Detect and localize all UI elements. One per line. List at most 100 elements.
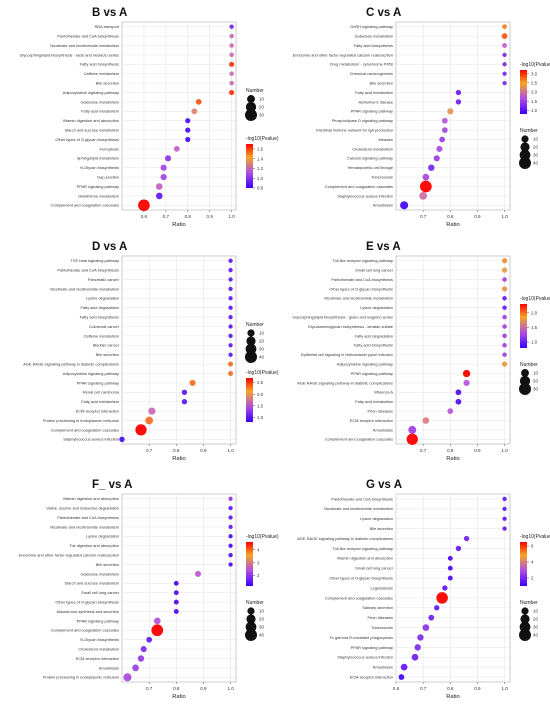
data-point (228, 343, 233, 348)
data-point (441, 117, 448, 124)
data-point (502, 314, 507, 320)
data-point (181, 389, 188, 395)
category-label: Aldosterone synthesis and secretion (56, 609, 119, 614)
color-legend: -log10(Pvalue) 1.0 1.5 2.0 2.5 (246, 370, 279, 422)
data-point (138, 199, 150, 212)
color-tick-label: 1.4 (257, 156, 264, 161)
data-point (422, 417, 430, 424)
size-legend-dot (246, 614, 256, 624)
data-point (229, 80, 234, 86)
x-tick-label: 1.0 (501, 686, 508, 691)
panel-title: D vs A (92, 241, 127, 253)
data-point (229, 71, 234, 76)
data-point (194, 570, 202, 577)
data-point (185, 118, 191, 124)
data-point (160, 173, 167, 181)
data-point (181, 399, 188, 405)
category-label: Hematopoietic cell lineage (348, 165, 393, 170)
category-label: Vitamin digestion and absorption (63, 118, 119, 123)
category-label: Bile secretion (96, 352, 119, 357)
size-legend: Number 10 20 30 40 (519, 128, 538, 169)
category-label: Measles (379, 137, 394, 142)
category-label: Calcium signaling pathway (347, 156, 393, 161)
data-point (502, 296, 507, 301)
data-point (502, 71, 507, 76)
category-label: PPAR signaling pathway (351, 645, 393, 650)
size-legend-dot (521, 607, 529, 615)
x-tick-label: 0.8 (173, 448, 180, 453)
data-point (151, 624, 164, 637)
x-tick-label: 0.9 (474, 448, 481, 453)
category-label: Galactose metabolism (355, 34, 394, 39)
category-label: ECM-receptor interaction (76, 656, 119, 661)
data-point (502, 62, 507, 67)
plot-area (121, 21, 237, 211)
data-point (501, 286, 508, 292)
x-tick-label: 0.7 (420, 686, 427, 691)
color-tick-label: 2 (257, 573, 260, 578)
data-point (229, 89, 235, 96)
data-point (228, 543, 233, 548)
data-point (447, 555, 453, 561)
size-legend-label: 20 (533, 617, 538, 622)
data-point (173, 146, 180, 152)
size-legend: Number 10 20 30 (245, 88, 264, 121)
size-legend-label: 10 (259, 97, 264, 102)
category-label: Colorectal cancer (89, 324, 120, 329)
data-point (135, 424, 147, 436)
category-label: Nicotinate and nicotinamide metabolism (50, 524, 119, 529)
category-label: Small cell lung cancer (355, 268, 394, 273)
data-point (228, 286, 233, 292)
size-legend-label: 10 (259, 609, 264, 614)
category-label: Nicotinate and nicotinamide metabolism (50, 43, 119, 48)
color-tick-label: 1.5 (531, 99, 538, 104)
x-axis-label: Ratio (172, 694, 186, 700)
category-label: Lysine degradation (360, 516, 393, 521)
category-label: Lysine degradation (360, 305, 393, 310)
category-label: Endocrine and other factor-regulated cal… (293, 52, 393, 57)
size-legend-label: 40 (259, 633, 264, 638)
data-point (228, 258, 233, 263)
x-tick-label: 0.7 (146, 448, 153, 453)
data-point (146, 636, 153, 643)
data-point (447, 565, 453, 571)
x-tick-label: 0.8 (447, 214, 454, 219)
category-label: Toll-like receptor signaling pathway (333, 546, 393, 551)
color-legend: -log10(Pvalue) 2 3 4 (246, 534, 279, 586)
x-tick-label: 0.8 (185, 214, 192, 219)
panel-title: B vs A (92, 7, 127, 19)
category-label: Prion diseases (367, 409, 393, 414)
size-legend-label: 20 (259, 617, 264, 622)
x-axis-label: Ratio (446, 222, 460, 228)
data-point (229, 52, 234, 58)
category-label: PPAR signaling pathway (351, 371, 393, 376)
category-label: Caffeine metabolism (84, 333, 119, 338)
data-point (148, 407, 156, 415)
category-label: Alzheimer's disease (359, 99, 393, 104)
data-point (436, 145, 443, 152)
plot-area (395, 21, 511, 211)
data-point (463, 379, 470, 387)
data-point (191, 108, 198, 115)
data-point (228, 324, 233, 329)
color-tick-label: 1.6 (257, 146, 264, 151)
color-tick-label: 6 (531, 544, 534, 549)
category-label: Glutathione metabolism (78, 193, 119, 198)
data-point (173, 590, 179, 596)
category-label: PPAR signaling pathway (77, 380, 119, 385)
category-label: Cholesterol metabolism (352, 146, 393, 151)
data-point (436, 592, 448, 604)
x-tick-label: 0.6 (141, 214, 148, 219)
data-point (434, 605, 440, 611)
data-point (228, 534, 233, 539)
color-bar (520, 304, 527, 348)
data-point (155, 183, 163, 190)
size-legend-dot (247, 95, 255, 103)
x-axis-label: Ratio (172, 222, 186, 228)
category-label: Bile secretion (96, 81, 119, 86)
data-point (502, 333, 507, 339)
size-legend-dot (245, 629, 257, 641)
color-tick-label: 2 (531, 576, 534, 581)
data-point (501, 361, 508, 367)
